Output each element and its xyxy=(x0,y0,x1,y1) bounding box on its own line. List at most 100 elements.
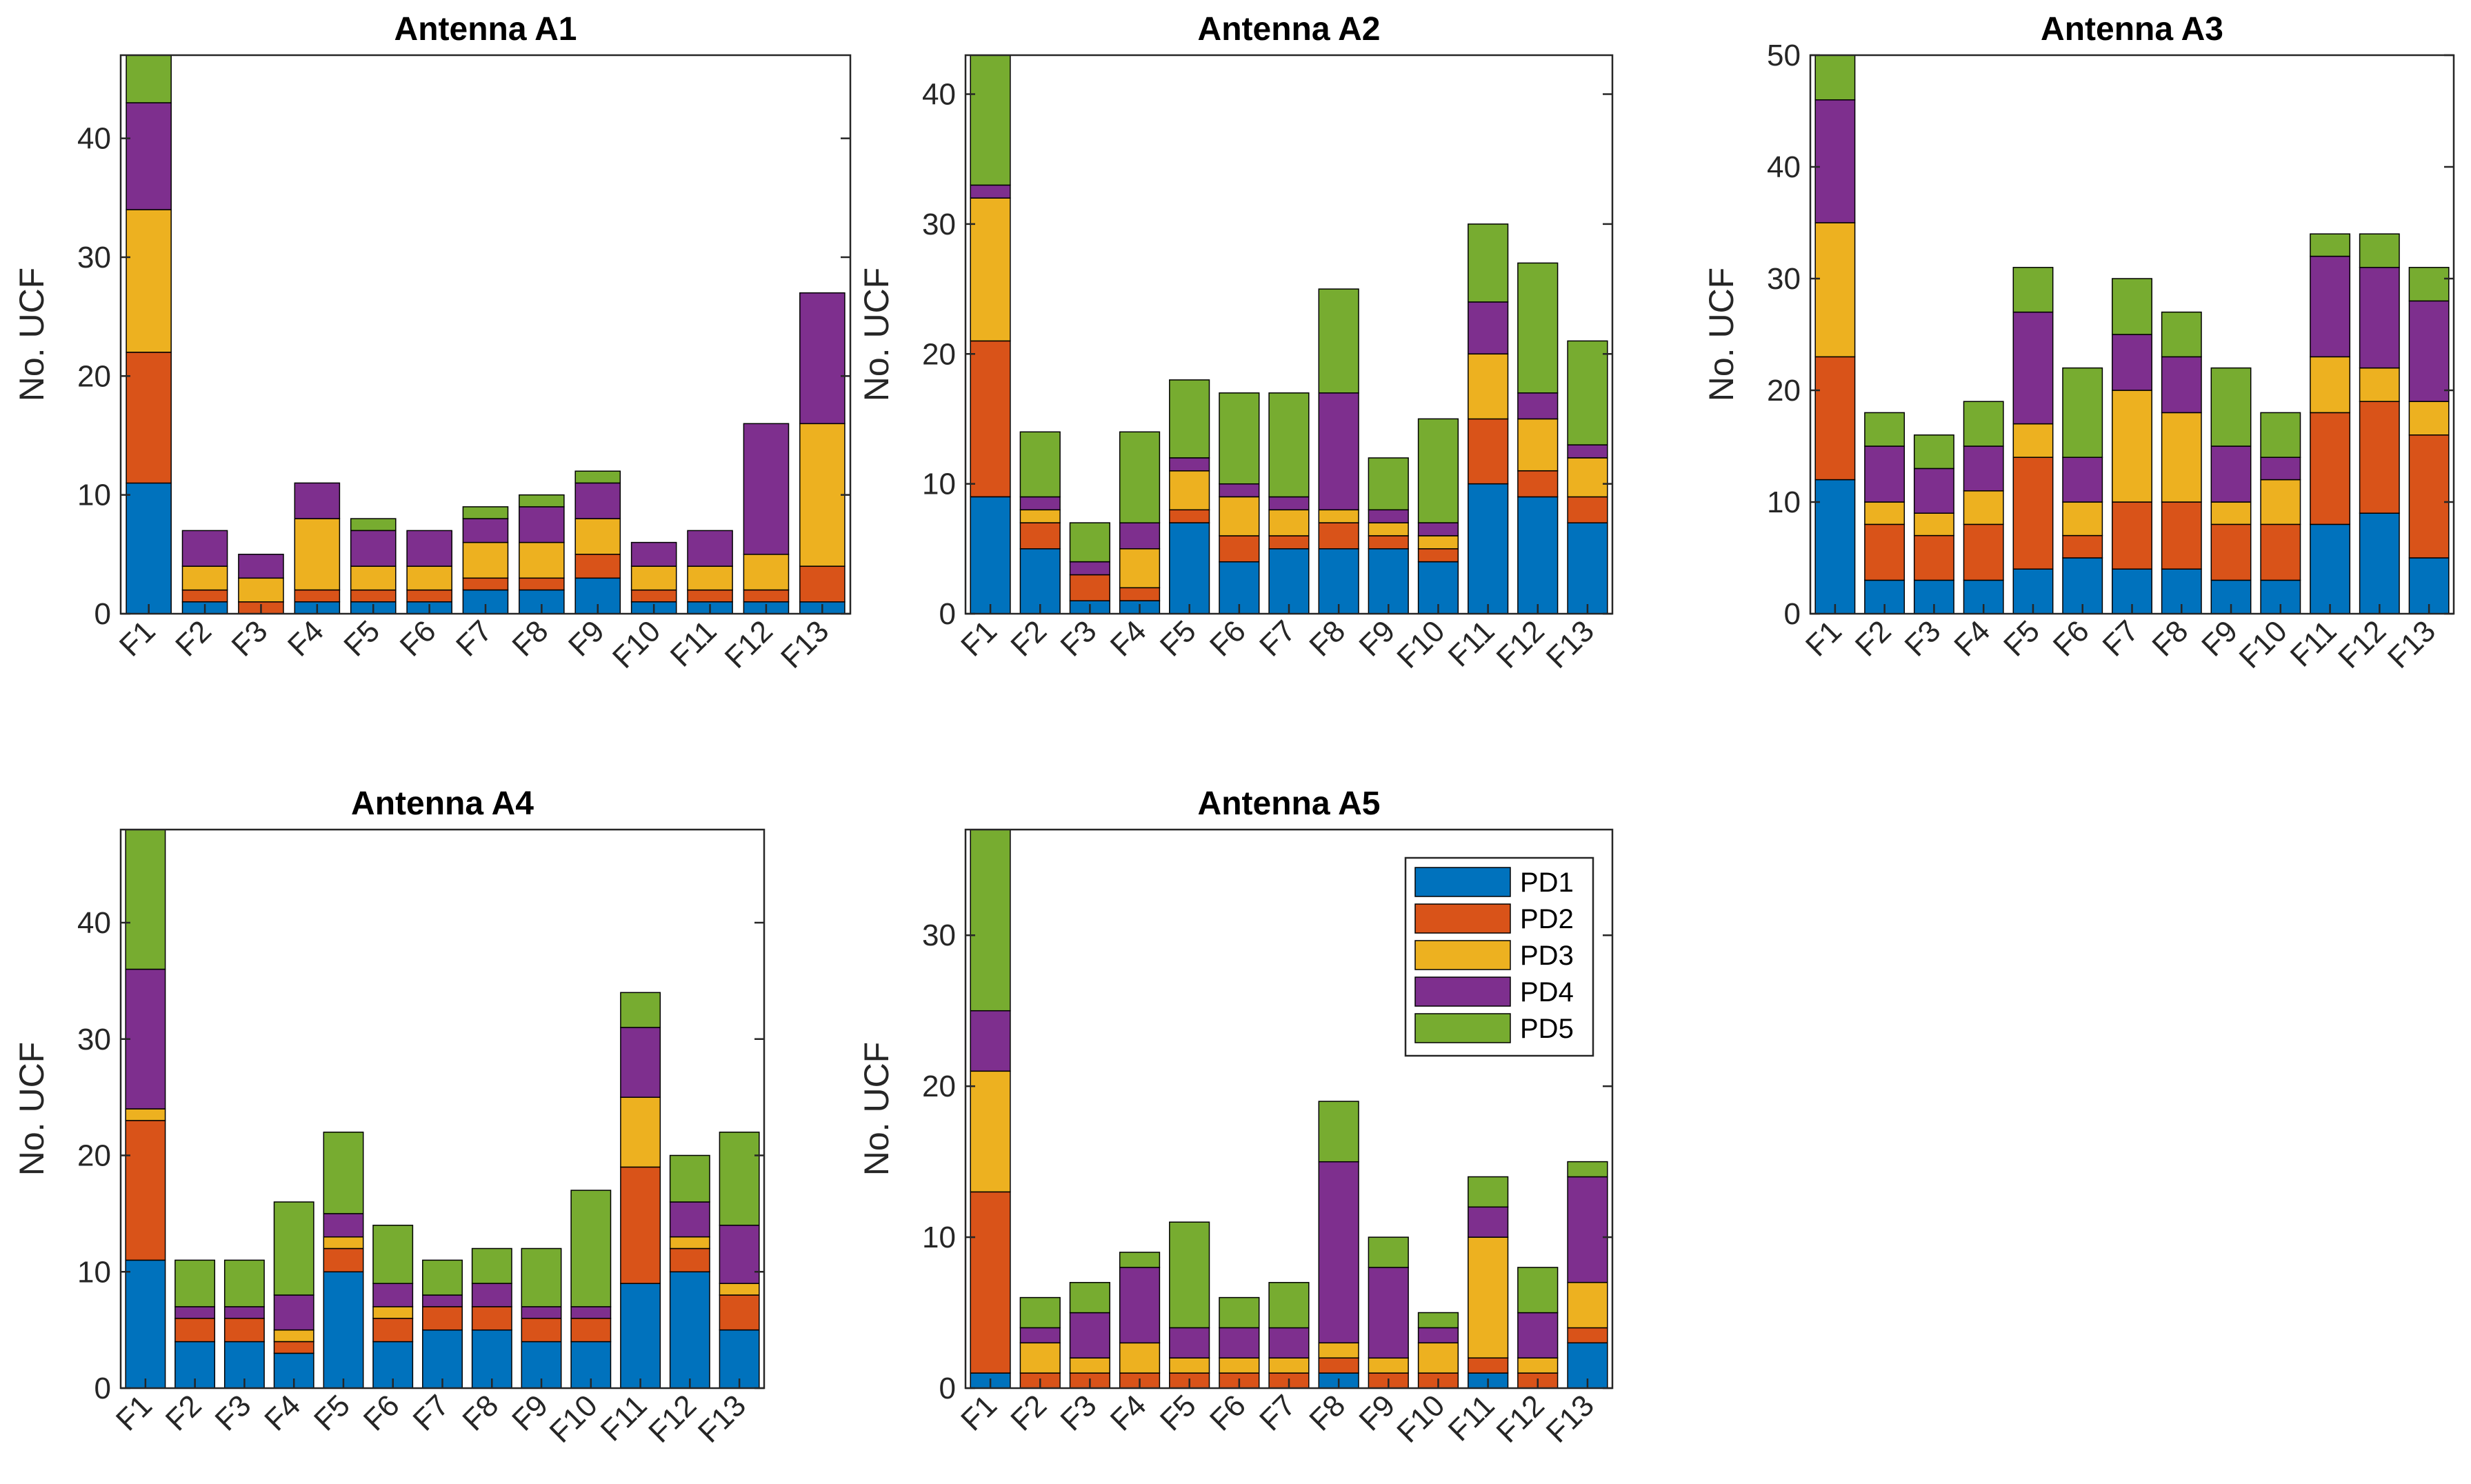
bar-F11-PD3 xyxy=(620,1096,661,1168)
bar-F13-PD2 xyxy=(719,1294,760,1331)
bar-F13-PD3 xyxy=(1567,457,1608,498)
chart-title: Antenna A3 xyxy=(2041,11,2223,48)
x-tick-label-F3: F3 xyxy=(209,1388,258,1437)
x-tick-label-F11: F11 xyxy=(2284,614,2343,673)
bar-F9-PD5 xyxy=(521,1247,562,1307)
bar-F3-PD4 xyxy=(1069,561,1110,576)
bar-F11-PD4 xyxy=(1468,1206,1509,1238)
y-tick-label: 10 xyxy=(1767,485,1801,519)
bar-F13-PD4 xyxy=(1567,444,1608,459)
bar-F5-PD3 xyxy=(350,565,397,591)
bar-F2-PD3 xyxy=(181,565,228,591)
legend-swatch-PD2 xyxy=(1414,903,1511,934)
bar-F8-PD2 xyxy=(1318,522,1359,550)
bar-F13-PD1 xyxy=(719,1329,760,1388)
bar-F6-PD2 xyxy=(406,589,452,603)
legend-label-PD3: PD3 xyxy=(1520,941,1574,971)
bar-F1-PD4 xyxy=(126,102,172,210)
bar-F9-PD3 xyxy=(1368,1357,1409,1374)
bar-F9-PD5 xyxy=(574,470,621,484)
x-tick-label-F11: F11 xyxy=(1442,1388,1501,1447)
x-tick-label-F4: F4 xyxy=(1104,614,1153,663)
bar-F10-PD5 xyxy=(570,1190,612,1307)
bar-F12-PD4 xyxy=(669,1201,710,1238)
bar-F13-PD3 xyxy=(2408,401,2450,436)
bar-F12-PD3 xyxy=(743,554,790,591)
y-tick-label: 20 xyxy=(922,1070,956,1103)
x-tick-label-F12: F12 xyxy=(1490,614,1551,674)
bar-F2-PD5 xyxy=(174,1259,216,1307)
x-tick-label-F13: F13 xyxy=(692,1388,752,1449)
bar-F1-PD5 xyxy=(125,830,166,970)
bar-F1-PD2 xyxy=(125,1120,166,1261)
bar-F9-PD4 xyxy=(2210,445,2252,503)
bar-F7-PD4 xyxy=(2112,334,2152,391)
bar-F1-PD3 xyxy=(970,1070,1011,1193)
bar-F8-PD2 xyxy=(519,577,565,591)
bar-F2-PD3 xyxy=(1864,501,1905,525)
bar-F5-PD1 xyxy=(1169,522,1210,614)
bar-F13-PD4 xyxy=(1567,1176,1608,1283)
x-tick-label-F7: F7 xyxy=(1253,614,1302,663)
bar-F9-PD3 xyxy=(1368,522,1409,537)
bar-F7-PD4 xyxy=(462,518,509,543)
y-tick-label: 10 xyxy=(77,479,111,512)
x-tick-label-F10: F10 xyxy=(1390,614,1451,674)
bar-F8-PD4 xyxy=(471,1283,512,1307)
bar-F6-PD3 xyxy=(406,565,452,591)
bar-F9-PD2 xyxy=(574,554,621,579)
y-axis-label: No. UCF xyxy=(857,268,896,401)
bar-F6-PD1 xyxy=(2062,557,2103,614)
bar-F7-PD2 xyxy=(2112,501,2152,570)
y-tick-label: 30 xyxy=(922,208,956,241)
bar-F7-PD4 xyxy=(1268,496,1310,511)
x-tick-label-F12: F12 xyxy=(1490,1388,1551,1449)
x-tick-label-F10: F10 xyxy=(606,614,667,674)
bar-F8-PD3 xyxy=(2161,412,2202,503)
bar-F6-PD3 xyxy=(1219,1357,1260,1374)
y-tick-label: 40 xyxy=(77,122,111,156)
bar-F1-PD2 xyxy=(970,1191,1011,1374)
bar-F8-PD5 xyxy=(519,494,565,508)
bar-F10-PD2 xyxy=(1417,548,1459,563)
bar-F11-PD3 xyxy=(1468,353,1509,420)
x-tick-label-F13: F13 xyxy=(2381,614,2442,674)
x-tick-label-F2: F2 xyxy=(1004,614,1053,663)
bar-F12-PD1 xyxy=(2359,512,2400,614)
bar-F12-PD3 xyxy=(669,1236,710,1250)
bar-F11-PD5 xyxy=(1468,223,1509,303)
x-tick-label-F2: F2 xyxy=(169,614,218,663)
bar-F9-PD5 xyxy=(1368,1236,1409,1268)
x-tick-label-F2: F2 xyxy=(1004,1388,1053,1437)
bar-F10-PD3 xyxy=(1417,535,1459,550)
bar-F12-PD3 xyxy=(1517,418,1559,472)
bar-F9-PD2 xyxy=(2210,523,2252,581)
y-tick-label: 40 xyxy=(1767,150,1801,184)
bar-F4-PD4 xyxy=(273,1294,314,1331)
x-tick-label-F1: F1 xyxy=(110,1388,159,1437)
y-tick-label: 0 xyxy=(1784,597,1801,631)
bar-F9-PD1 xyxy=(1368,548,1409,614)
y-tick-label: 50 xyxy=(1767,39,1801,72)
bar-F4-PD4 xyxy=(1963,445,2004,492)
bar-F9-PD3 xyxy=(574,518,621,555)
bar-F9-PD4 xyxy=(1368,1267,1409,1359)
x-tick-label-F6: F6 xyxy=(1203,614,1252,663)
bars xyxy=(1814,55,2450,614)
bar-F7-PD5 xyxy=(422,1259,463,1296)
x-tick-label-F11: F11 xyxy=(1442,614,1501,673)
x-tick-label-F7: F7 xyxy=(450,614,499,663)
x-tick-label-F2: F2 xyxy=(159,1388,208,1437)
x-tick-label-F1: F1 xyxy=(954,1388,1003,1437)
bars xyxy=(125,830,760,1388)
bar-F11-PD3 xyxy=(1468,1236,1509,1358)
bar-F4-PD3 xyxy=(1119,548,1161,589)
x-tick-label-F8: F8 xyxy=(506,614,554,663)
bar-F2-PD2 xyxy=(174,1318,216,1343)
bar-F13-PD3 xyxy=(719,1283,760,1296)
y-axis-label: No. UCF xyxy=(857,1042,896,1176)
bar-F4-PD4 xyxy=(294,482,341,519)
bar-F11-PD5 xyxy=(1468,1176,1509,1208)
